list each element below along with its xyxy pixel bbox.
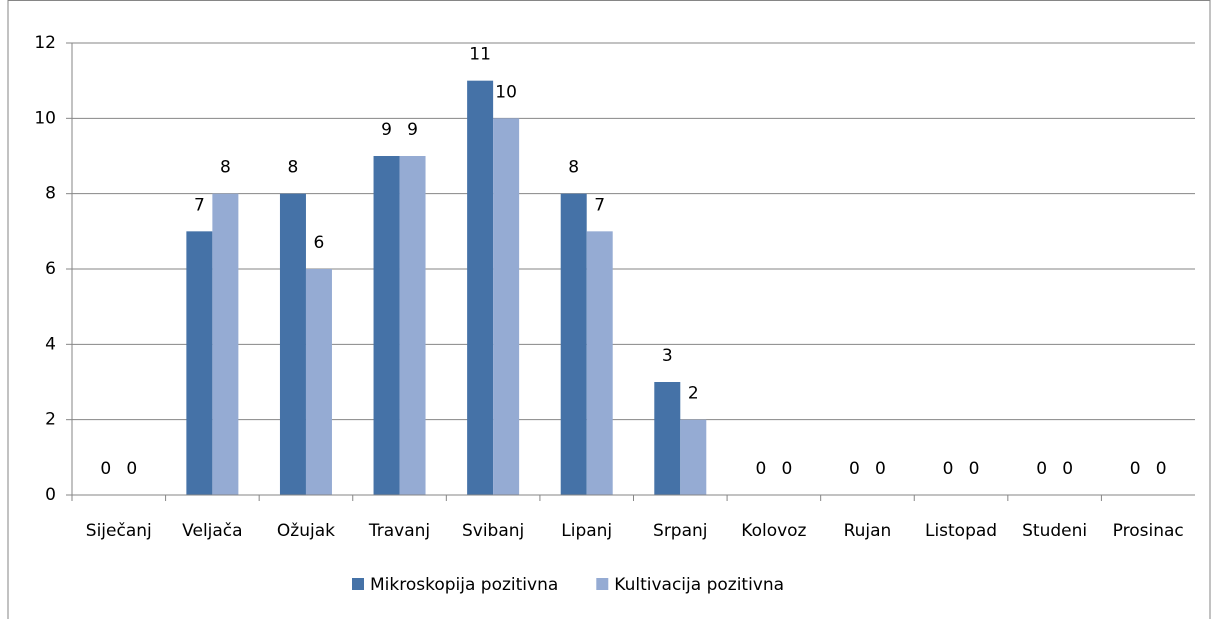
- data-label: 0: [969, 459, 980, 479]
- bar: [399, 156, 426, 495]
- x-tick-label: Siječanj: [86, 521, 152, 541]
- data-label: 0: [100, 459, 111, 479]
- data-label: 0: [1036, 459, 1047, 479]
- x-tick-label: Lipanj: [561, 521, 612, 541]
- x-tick-label: Ožujak: [277, 521, 335, 541]
- data-label: 0: [1156, 459, 1167, 479]
- data-label: 0: [875, 459, 886, 479]
- data-label: 10: [495, 82, 517, 102]
- bar: [586, 231, 613, 496]
- data-label: 0: [849, 459, 860, 479]
- legend-label: Mikroskopija pozitivna: [370, 575, 558, 595]
- y-tick-label: 12: [34, 33, 56, 53]
- data-label: 11: [469, 45, 491, 65]
- data-label: 0: [126, 459, 137, 479]
- x-tick-label: Studeni: [1022, 521, 1087, 541]
- x-tick-label: Listopad: [925, 521, 997, 541]
- legend-label: Kultivacija pozitivna: [614, 575, 784, 595]
- y-tick-label: 4: [45, 334, 56, 354]
- x-tick-label: Travanj: [368, 521, 430, 541]
- data-label: 7: [594, 195, 605, 215]
- data-label: 0: [1062, 459, 1073, 479]
- bar: [493, 118, 520, 495]
- x-tick-label: Svibanj: [462, 521, 524, 541]
- y-tick-label: 0: [45, 485, 56, 505]
- bar: [467, 80, 494, 496]
- data-label: 8: [220, 158, 231, 178]
- data-label: 0: [755, 459, 766, 479]
- data-label: 6: [314, 233, 325, 253]
- data-label: 2: [688, 384, 699, 404]
- x-tick-label: Rujan: [844, 521, 892, 541]
- data-label: 9: [381, 120, 392, 140]
- bar: [212, 193, 239, 495]
- y-tick-label: 2: [45, 410, 56, 430]
- x-tick-label: Prosinac: [1113, 521, 1184, 541]
- data-label: 0: [781, 459, 792, 479]
- legend-swatch: [352, 578, 364, 590]
- y-tick-label: 8: [45, 184, 56, 204]
- x-tick-label: Veljača: [182, 521, 242, 541]
- data-label: 8: [288, 158, 299, 178]
- bar: [373, 156, 400, 495]
- legend-swatch: [596, 578, 609, 590]
- data-label: 7: [194, 195, 205, 215]
- bar: [186, 231, 213, 496]
- data-label: 9: [407, 120, 418, 140]
- data-label: 3: [662, 346, 673, 366]
- y-tick-label: 6: [45, 259, 56, 279]
- data-label: 8: [568, 158, 579, 178]
- bar: [560, 193, 587, 495]
- data-label: 0: [943, 459, 954, 479]
- x-tick-label: Srpanj: [653, 521, 708, 541]
- bar: [654, 382, 681, 495]
- x-tick-label: Kolovoz: [741, 521, 806, 541]
- bar: [305, 269, 332, 495]
- bar: [279, 193, 306, 495]
- bar: [680, 419, 707, 495]
- y-tick-label: 10: [34, 108, 56, 128]
- data-label: 0: [1130, 459, 1141, 479]
